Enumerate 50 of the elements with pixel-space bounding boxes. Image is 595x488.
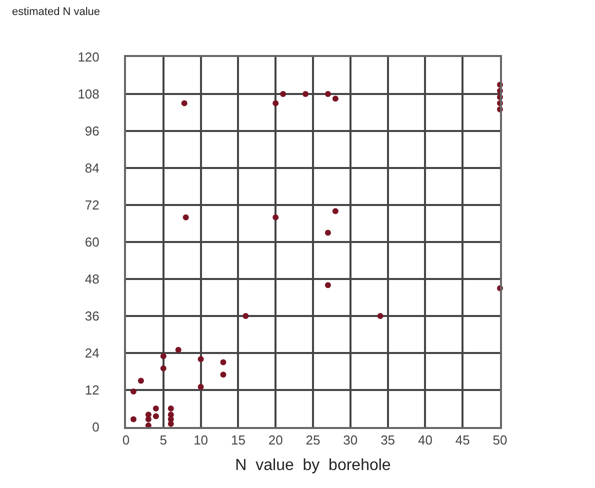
point [138,378,144,384]
x-tick-label: 30 [343,432,358,448]
point [324,230,331,236]
x-tick-label: 10 [194,432,208,448]
x-tick-label: 0 [122,432,130,448]
x-tick-label: 25 [306,432,320,448]
point [332,96,338,102]
y-axis-title: estimated N value [12,6,100,18]
point [377,313,384,319]
y-tick-label: 60 [84,234,100,250]
point [198,356,204,362]
point [181,100,188,106]
point [220,372,226,378]
point [324,282,331,288]
point [152,413,159,420]
point [242,313,249,319]
point [168,406,174,412]
point [332,208,338,214]
point [182,214,189,220]
point [220,359,226,366]
y-tick-label: 24 [84,346,100,361]
point [272,100,279,106]
y-tick-label: 96 [84,124,100,139]
x-tick-label: 50 [492,432,508,448]
point [198,384,204,390]
x-tick-label: 20 [268,432,283,448]
x-tick-label: 40 [418,432,432,448]
y-tick-label: 48 [84,272,100,287]
x-tick-label: 5 [160,432,168,448]
point [130,388,136,395]
point [302,91,309,97]
y-tick-label: 120 [78,50,100,65]
point [324,91,331,97]
point [175,346,182,353]
point [272,214,279,220]
y-tick-label: 72 [84,198,100,213]
point [280,91,286,97]
y-tick-label: 108 [78,86,100,102]
y-tick-label: 0 [92,420,100,435]
y-tick-label: 36 [84,308,100,324]
x-tick-label: 35 [380,432,396,448]
point [130,416,136,422]
point [160,365,166,372]
y-tick-label: 12 [84,382,100,398]
x-tick-label: 15 [230,432,246,448]
x-tick-label: 45 [455,432,470,448]
point [160,353,166,360]
y-tick-label: 84 [84,160,100,176]
point [152,406,159,412]
x-axis-title: N value by borehole [235,456,391,474]
